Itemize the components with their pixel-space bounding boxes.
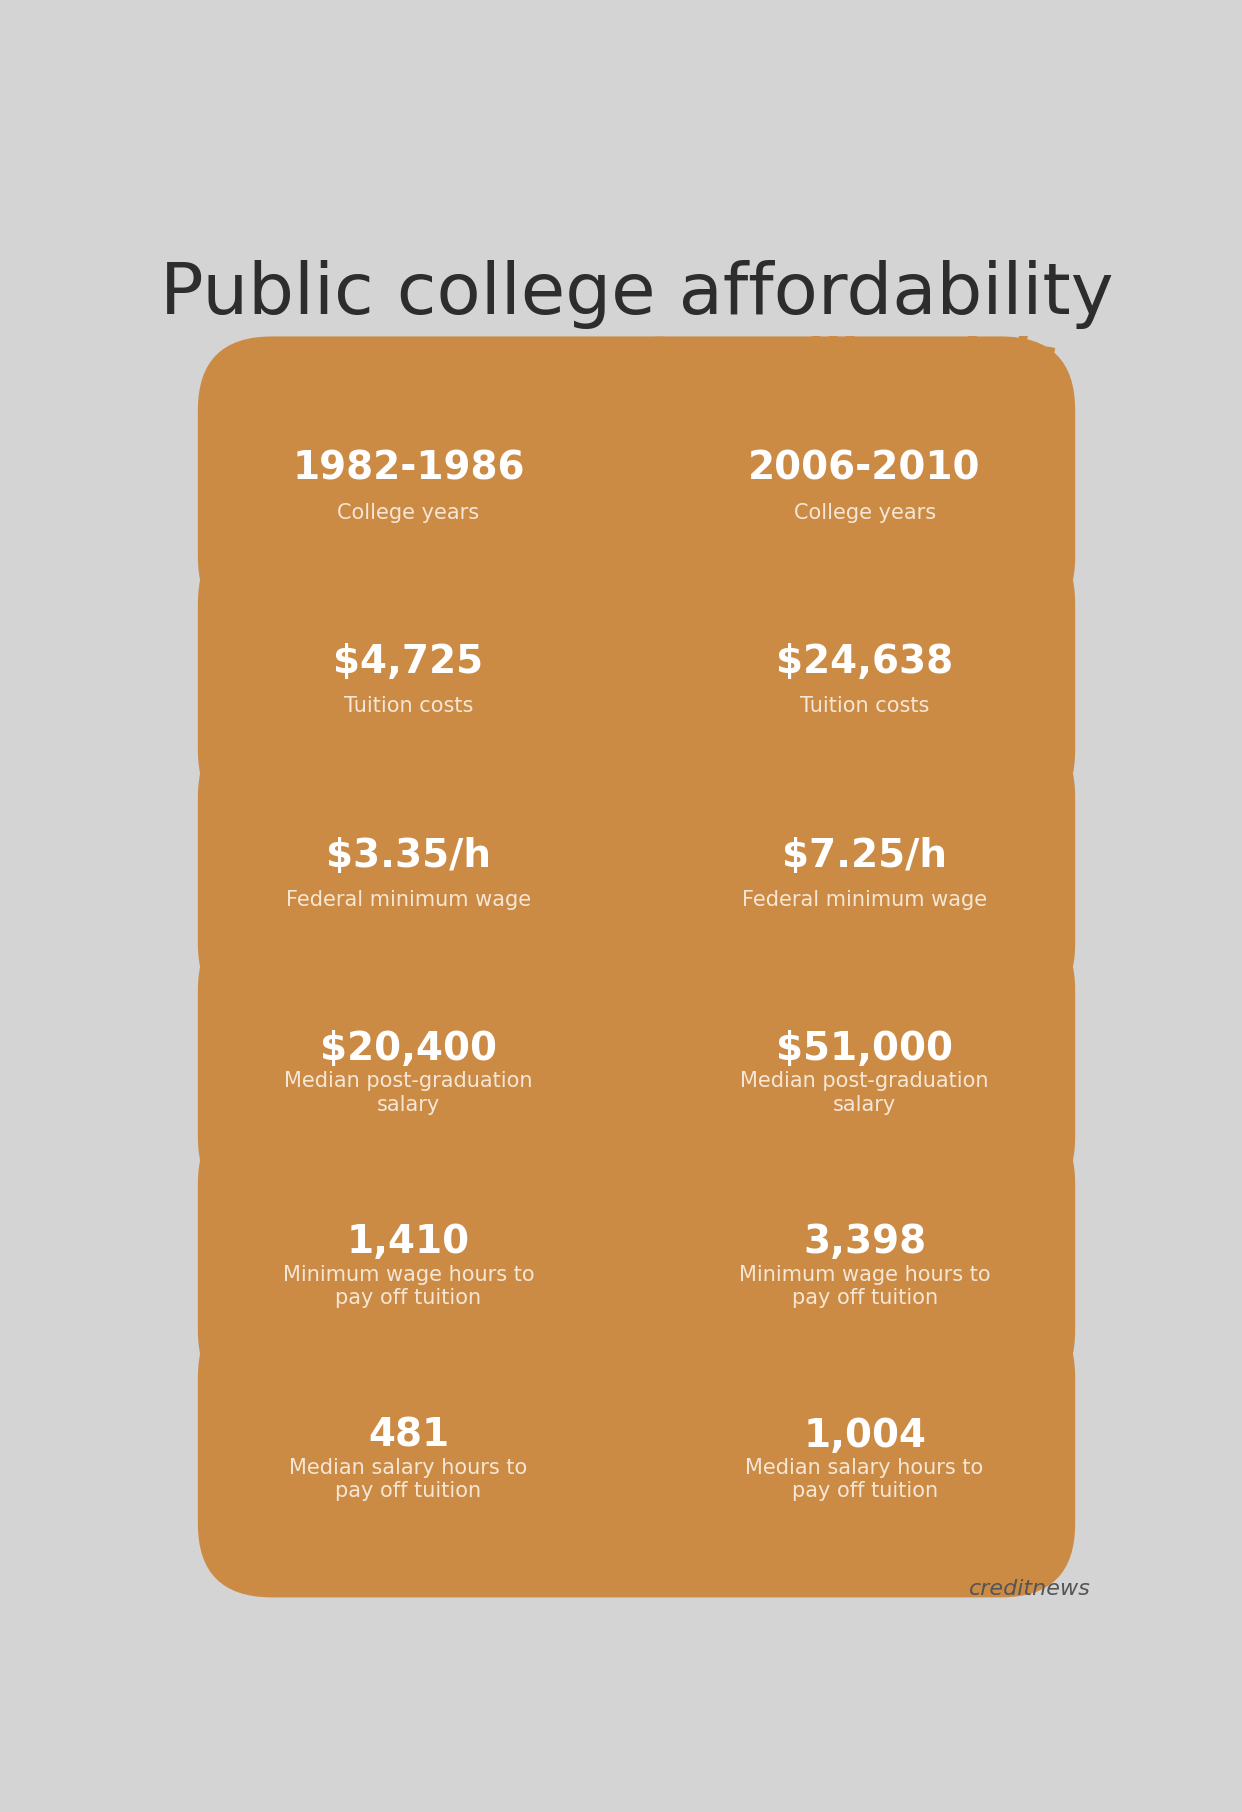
Text: $4,725: $4,725 (333, 643, 483, 681)
Text: VS: VS (599, 335, 674, 384)
Text: Public college affordability: Public college affordability (160, 259, 1113, 328)
FancyBboxPatch shape (197, 917, 1076, 1210)
Text: 1,410: 1,410 (347, 1223, 469, 1261)
Text: 481: 481 (368, 1417, 450, 1455)
Text: Tuition costs: Tuition costs (800, 696, 929, 716)
FancyBboxPatch shape (197, 723, 1076, 1017)
Text: Minimum wage hours to
pay off tuition: Minimum wage hours to pay off tuition (739, 1265, 990, 1308)
FancyBboxPatch shape (197, 337, 1076, 631)
Text: $3.35/h: $3.35/h (325, 837, 491, 875)
Text: 1982-1986: 1982-1986 (292, 449, 524, 487)
FancyBboxPatch shape (197, 1111, 1076, 1404)
Text: Tuition costs: Tuition costs (344, 696, 473, 716)
Text: $24,638: $24,638 (776, 643, 953, 681)
Text: $7.25/h: $7.25/h (782, 837, 948, 875)
Text: $51,000: $51,000 (776, 1029, 953, 1067)
Text: College years: College years (794, 502, 935, 524)
Text: 2006-2010: 2006-2010 (749, 449, 981, 487)
Text: Median post-graduation
salary: Median post-graduation salary (284, 1071, 533, 1114)
Text: Median post-graduation
salary: Median post-graduation salary (740, 1071, 989, 1114)
Text: Boomers: Boomers (243, 335, 491, 384)
Text: Median salary hours to
pay off tuition: Median salary hours to pay off tuition (745, 1459, 984, 1502)
FancyBboxPatch shape (197, 529, 1076, 824)
Text: 3,398: 3,398 (804, 1223, 927, 1261)
Text: 1,004: 1,004 (804, 1417, 927, 1455)
Text: Federal minimum wage: Federal minimum wage (286, 890, 532, 910)
Text: Federal minimum wage: Federal minimum wage (741, 890, 987, 910)
Text: Median salary hours to
pay off tuition: Median salary hours to pay off tuition (289, 1459, 528, 1502)
Text: Millennials: Millennials (754, 335, 1058, 384)
Text: creditnews: creditnews (969, 1578, 1090, 1598)
Text: College years: College years (338, 502, 479, 524)
Text: $20,400: $20,400 (320, 1029, 497, 1067)
Text: Minimum wage hours to
pay off tuition: Minimum wage hours to pay off tuition (283, 1265, 534, 1308)
FancyBboxPatch shape (197, 1303, 1076, 1598)
